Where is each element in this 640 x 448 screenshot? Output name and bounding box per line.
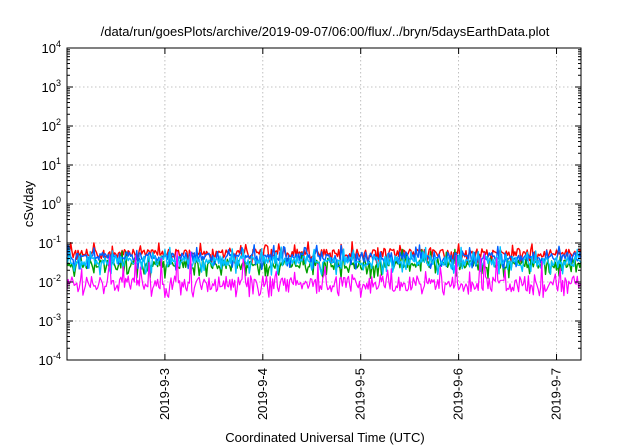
series-line	[66, 246, 582, 276]
grid-lines	[67, 48, 581, 360]
y-tick-exponent: 0	[56, 195, 61, 205]
y-tick-exponent: 2	[56, 117, 61, 127]
y-tick-exponent: 4	[56, 39, 61, 49]
x-axis-label: Coordinated Universal Time (UTC)	[225, 430, 424, 445]
series-line	[66, 241, 582, 265]
x-tick-label: 2019-9-5	[353, 368, 368, 420]
series-line	[66, 251, 582, 298]
chart-title: /data/run/goesPlots/archive/2019-09-07/0…	[101, 24, 550, 39]
x-tick-label: 2019-9-6	[451, 368, 466, 420]
x-tick-label: 2019-9-3	[157, 368, 172, 420]
y-tick-exponent: -2	[53, 273, 61, 283]
y-tick-exponent: -3	[53, 312, 61, 322]
y-tick-exponent: -4	[53, 351, 61, 361]
data-series	[66, 241, 582, 298]
y-axis-label: cSv/day	[21, 180, 36, 227]
x-axis: 2019-9-3 2019-9-4 2019-9-5 2019-9-6 2019-9-7	[157, 48, 564, 420]
x-tick-label: 2019-9-7	[549, 368, 564, 420]
y-tick-exponent: 1	[56, 156, 61, 166]
y-tick-exponent: 3	[56, 78, 61, 88]
y-tick-exponent: -1	[53, 234, 61, 244]
x-tick-label: 2019-9-4	[255, 368, 270, 420]
